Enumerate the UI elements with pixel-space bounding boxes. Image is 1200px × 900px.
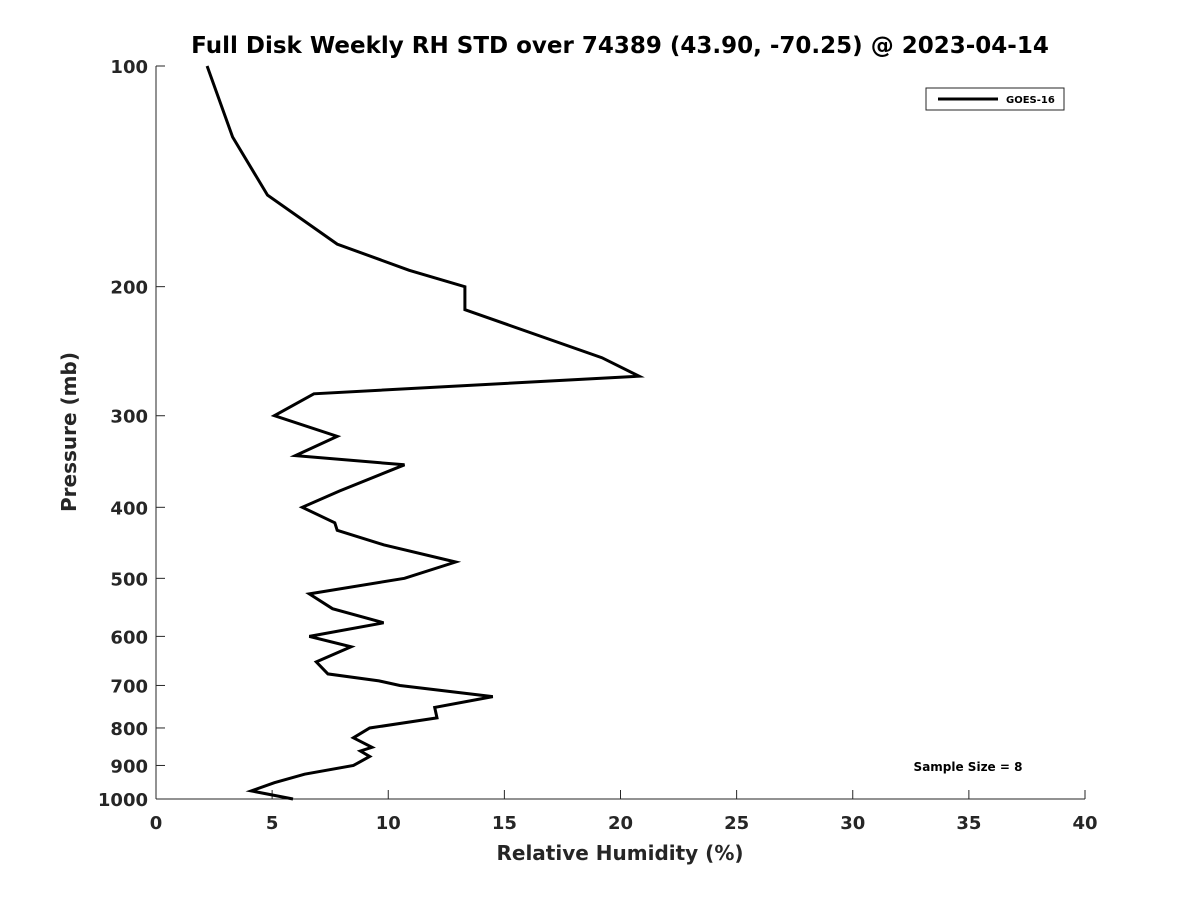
chart-title: Full Disk Weekly RH STD over 74389 (43.9… [191,33,1049,59]
x-tick-label: 30 [840,813,865,834]
x-tick-label: 5 [266,813,279,834]
y-tick-label: 1000 [98,790,148,811]
x-tick-label: 35 [956,813,981,834]
y-tick-label: 100 [110,57,148,78]
x-tick-label: 15 [492,813,517,834]
y-tick-label: 700 [110,676,148,697]
series-line-goes-16 [205,65,645,801]
x-tick-label: 20 [608,813,633,834]
x-tick-label: 0 [150,813,163,834]
y-tick-label: 600 [110,627,148,648]
y-tick-label: 500 [110,569,148,590]
y-tick-label: 300 [110,407,148,428]
y-tick-label: 800 [110,719,148,740]
legend-label: GOES-16 [1006,95,1055,106]
sample-size-annotation: Sample Size = 8 [914,760,1023,774]
x-axis-label: Relative Humidity (%) [496,841,743,865]
y-tick-label: 200 [110,278,148,299]
x-tick-label: 10 [376,813,401,834]
x-tick-label: 40 [1072,813,1097,834]
x-tick-label: 25 [724,813,749,834]
y-axis-label: Pressure (mb) [57,352,81,512]
y-tick-label: 400 [110,498,148,519]
y-tick-label: 900 [110,756,148,777]
